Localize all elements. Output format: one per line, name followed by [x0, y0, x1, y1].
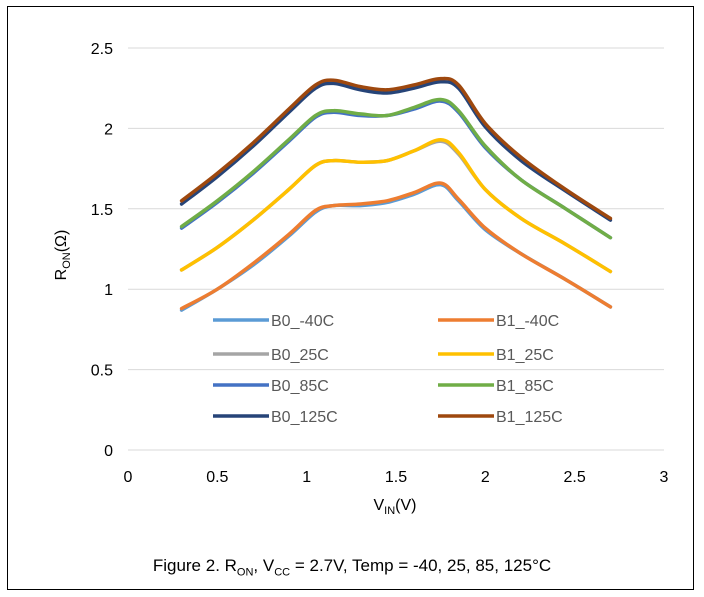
series-lines	[179, 76, 613, 312]
y-tick-label: 1	[104, 282, 113, 299]
series-line-B1_85C	[179, 97, 613, 240]
legend-label: B0_125C	[271, 409, 338, 426]
figure-caption: Figure 2. RON, VCC = 2.7V, Temp = -40, 2…	[152, 556, 552, 579]
series-line-B0_25C	[179, 139, 613, 274]
y-tick-label: 2	[104, 121, 113, 138]
series-line-B0_-40C	[179, 182, 613, 312]
series-line-B0_125C	[179, 79, 613, 222]
legend-label: B0_85C	[271, 378, 329, 395]
x-tick-label: 3	[660, 469, 669, 486]
series-line-B1_25C	[179, 137, 613, 274]
legend-label: B1_125C	[496, 409, 563, 426]
x-tick-label: 1	[302, 469, 311, 486]
y-tick-label: 0	[104, 443, 113, 460]
x-tick-label: 0.5	[206, 469, 228, 486]
legend-label: B0_25C	[271, 347, 329, 364]
legend-label: B1_85C	[496, 378, 554, 395]
x-axis-label: VIN(V)	[374, 497, 417, 517]
tick-labels: 0 0.5 1 1.5 2 2.5 0 0.5 1 1.5 2 2.5 3	[91, 41, 669, 486]
y-tick-label: 0.5	[91, 363, 113, 380]
figure-frame	[7, 6, 694, 590]
y-tick-label: 1.5	[91, 202, 113, 219]
series-line-B1_-40C	[179, 181, 613, 311]
y-tick-label: 2.5	[91, 41, 113, 58]
y-axis-label: RON(Ω)	[53, 230, 73, 281]
legend: B0_-40C B1_-40C B0_25C B1_25C B0_85C B1_85C B0…	[213, 313, 563, 426]
legend-label: B1_-40C	[496, 313, 559, 330]
series-line-B1_125C	[179, 76, 613, 221]
series-line-B0_85C	[179, 99, 613, 240]
x-tick-label: 2.5	[564, 469, 586, 486]
x-tick-label: 1.5	[385, 469, 407, 486]
x-tick-label: 2	[481, 469, 490, 486]
x-tick-label: 0	[124, 469, 133, 486]
legend-label: B0_-40C	[271, 313, 334, 330]
legend-label: B1_25C	[496, 347, 554, 364]
